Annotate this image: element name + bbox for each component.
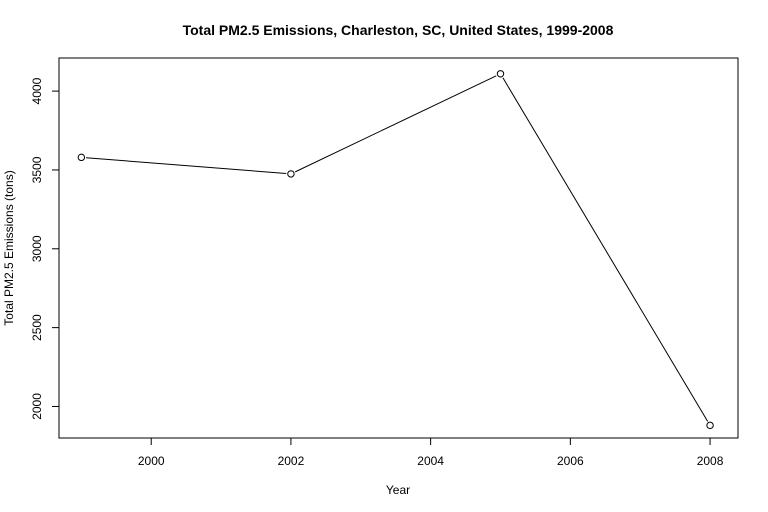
- x-tick-label: 2002: [278, 454, 305, 468]
- chart-title: Total PM2.5 Emissions, Charleston, SC, U…: [183, 22, 614, 38]
- series-segment: [85, 157, 287, 175]
- x-axis: 2000 2002 2004 2006 2008: [138, 438, 724, 468]
- y-tick-label: 3000: [30, 235, 44, 262]
- y-axis-label: Total PM2.5 Emissions (tons): [2, 170, 16, 325]
- x-tick-label: 2006: [557, 454, 584, 468]
- data-point-2008: [706, 421, 714, 430]
- y-axis: 2000 2500 3000 3500 4000: [30, 77, 59, 420]
- data-point-2002: [287, 170, 295, 178]
- y-tick-label: 3500: [30, 156, 44, 183]
- series-points: [77, 70, 714, 430]
- y-tick-label: 4000: [30, 77, 44, 104]
- data-point-2005: [496, 70, 505, 78]
- series-segment: [502, 77, 709, 422]
- x-tick-label: 2008: [697, 454, 724, 468]
- y-tick-label: 2500: [30, 314, 44, 341]
- y-tick-label: 2000: [30, 393, 44, 420]
- x-tick-label: 2004: [417, 454, 444, 468]
- x-axis-label: Year: [386, 483, 410, 497]
- series-segment: [294, 75, 497, 173]
- data-point-1999: [77, 153, 86, 162]
- x-tick-label: 2000: [138, 454, 165, 468]
- plot-frame: [58, 57, 739, 439]
